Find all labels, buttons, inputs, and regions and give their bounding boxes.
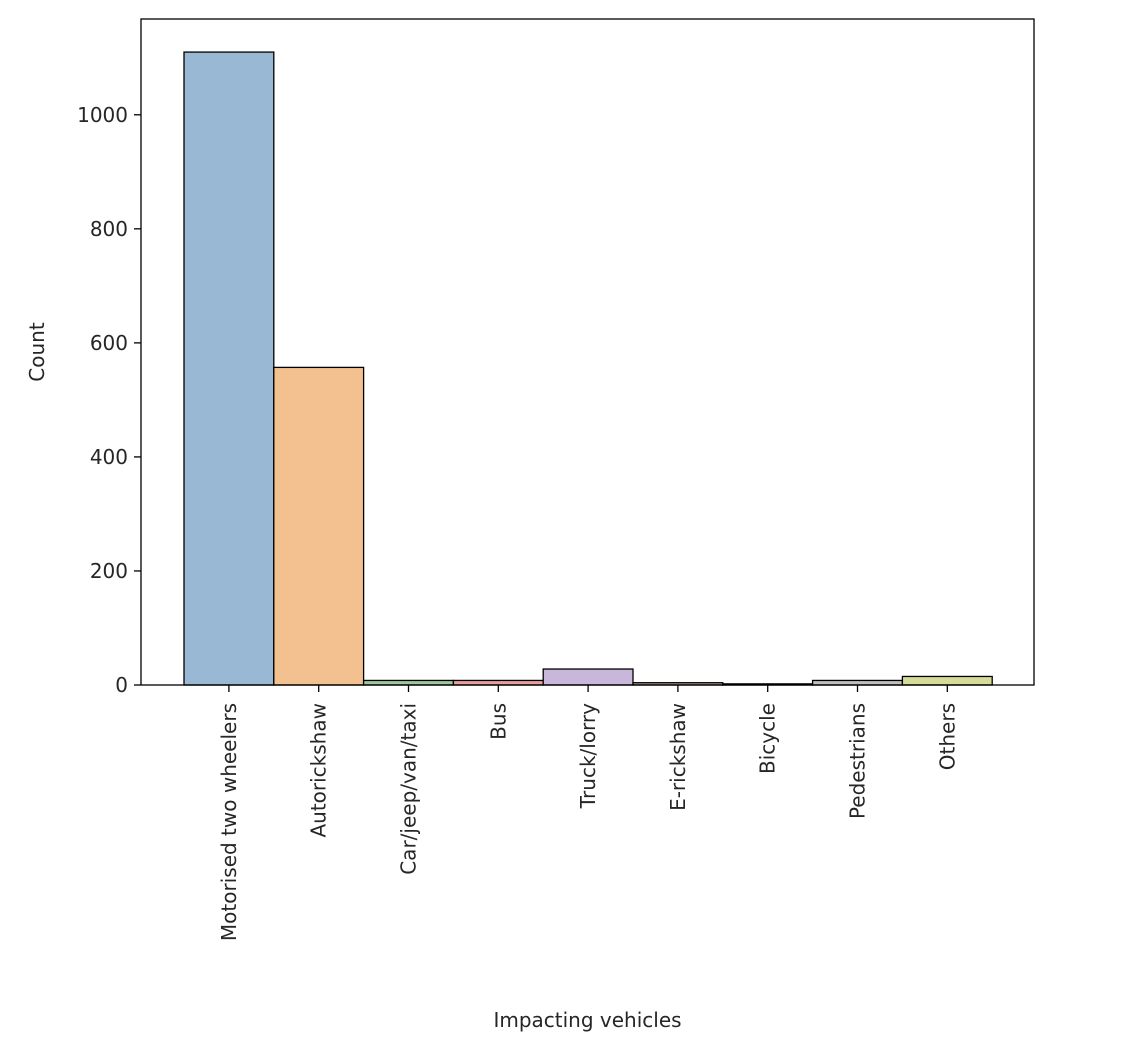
- y-axis-label: Count: [25, 322, 49, 382]
- bar-3: [452, 679, 544, 686]
- x-tick-label-5: E-rickshaw: [666, 703, 690, 811]
- bars-group: [183, 51, 993, 686]
- x-tick-label-6: Bicycle: [756, 703, 780, 774]
- x-axis-ticks: Motorised two wheelers Autorickshaw Car/je…: [217, 685, 959, 941]
- bar-8: [901, 675, 993, 686]
- y-tick-label-4: 800: [90, 217, 128, 241]
- x-tick-label-2: Car/jeep/van/taxi: [397, 703, 421, 875]
- x-tick-label-4: Truck/lorry: [576, 703, 600, 809]
- bar-0: [183, 51, 275, 686]
- bar-4: [542, 668, 634, 686]
- bar-1: [273, 366, 365, 686]
- plot-frame: [140, 18, 1035, 686]
- y-tick-label-1: 200: [90, 559, 128, 583]
- y-tick-label-3: 600: [90, 331, 128, 355]
- x-tick-label-0: Motorised two wheelers: [217, 703, 241, 941]
- x-tick-label-1: Autorickshaw: [307, 703, 331, 838]
- bar-7: [811, 679, 904, 686]
- x-axis-label: Impacting vehicles: [493, 1008, 681, 1032]
- x-tick-label-7: Pedestrians: [846, 703, 870, 819]
- bar-2: [362, 679, 455, 686]
- x-tick-label-8: Others: [935, 703, 959, 770]
- y-tick-label-0: 0: [115, 673, 128, 697]
- y-tick-label-5: 1000: [77, 103, 128, 127]
- y-axis-ticks: 0 200 400 600 800 1000: [77, 103, 141, 697]
- x-tick-label-3: Bus: [486, 703, 510, 740]
- y-tick-label-2: 400: [90, 445, 128, 469]
